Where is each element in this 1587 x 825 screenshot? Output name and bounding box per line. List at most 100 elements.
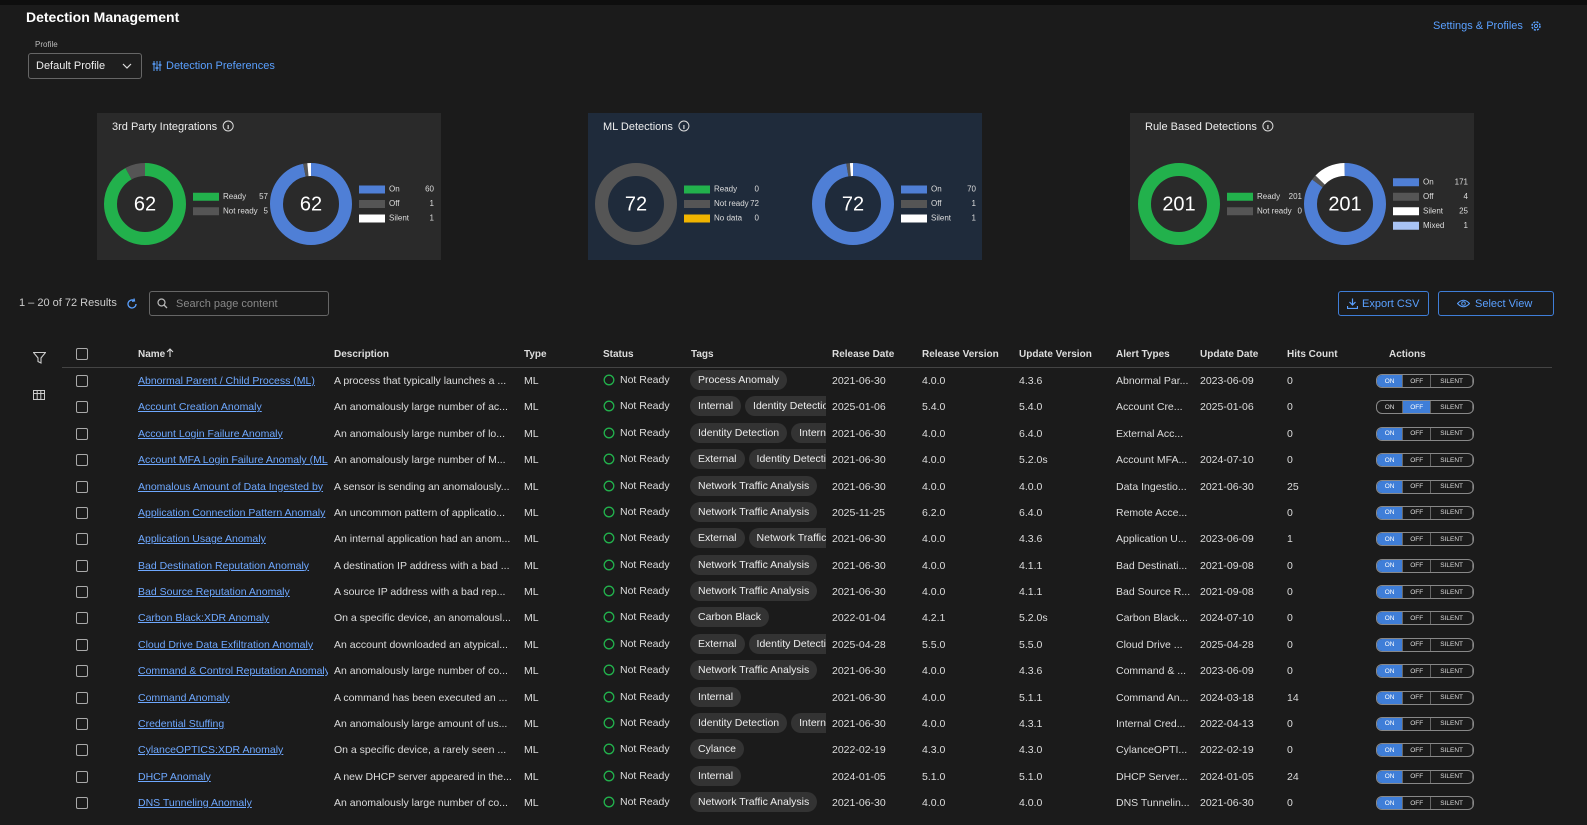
detection-name-link[interactable]: Application Usage Anomaly xyxy=(138,533,266,546)
row-checkbox[interactable] xyxy=(76,454,88,467)
toggle-option[interactable]: OFF xyxy=(1403,559,1432,572)
toggle-option[interactable]: SILENT xyxy=(1431,770,1473,783)
toggle-option[interactable]: ON xyxy=(1377,427,1404,440)
toggle-option[interactable]: OFF xyxy=(1403,427,1432,440)
action-toggle[interactable]: ON OFF SILENT xyxy=(1376,479,1474,494)
action-toggle[interactable]: ON OFF SILENT xyxy=(1376,505,1474,520)
toggle-option[interactable]: SILENT xyxy=(1431,480,1473,493)
toggle-option[interactable]: OFF xyxy=(1403,375,1432,387)
detection-name-link[interactable]: Account MFA Login Failure Anomaly (ML xyxy=(138,454,328,467)
toggle-option[interactable]: OFF xyxy=(1403,506,1432,519)
detection-name-link[interactable]: Application Connection Pattern Anomaly xyxy=(138,506,326,519)
toggle-option[interactable]: SILENT xyxy=(1431,559,1473,572)
toggle-option[interactable]: OFF xyxy=(1403,744,1432,757)
sort-arrow[interactable] xyxy=(166,348,174,358)
toggle-option[interactable]: ON xyxy=(1377,454,1404,467)
detection-name-link[interactable]: Command Anomaly xyxy=(138,691,230,704)
row-checkbox[interactable] xyxy=(76,559,88,572)
toggle-option[interactable]: OFF xyxy=(1403,717,1432,730)
row-checkbox[interactable] xyxy=(76,744,88,757)
toggle-option[interactable]: OFF xyxy=(1403,665,1432,678)
toggle-option[interactable]: ON xyxy=(1377,533,1404,546)
action-toggle[interactable]: ON OFF SILENT xyxy=(1376,400,1474,415)
toggle-option[interactable]: OFF xyxy=(1403,480,1432,493)
toggle-option[interactable]: ON xyxy=(1377,506,1404,519)
toggle-option[interactable]: ON xyxy=(1377,638,1404,651)
detection-name-link[interactable]: DHCP Anomaly xyxy=(138,770,211,783)
toggle-option[interactable]: SILENT xyxy=(1431,612,1473,625)
toggle-option[interactable]: ON xyxy=(1377,375,1404,387)
action-toggle[interactable]: ON OFF SILENT xyxy=(1376,637,1474,652)
row-checkbox[interactable] xyxy=(76,427,88,440)
toggle-option[interactable]: OFF xyxy=(1403,691,1432,704)
row-checkbox[interactable] xyxy=(76,506,88,519)
toggle-option[interactable]: OFF xyxy=(1403,533,1432,546)
toggle-option[interactable]: ON xyxy=(1377,586,1404,598)
filter-icon[interactable] xyxy=(33,352,46,364)
toggle-option[interactable]: SILENT xyxy=(1431,401,1473,414)
toggle-option[interactable]: SILENT xyxy=(1431,533,1473,546)
toggle-option[interactable]: SILENT xyxy=(1431,638,1473,651)
sliders-icon[interactable] xyxy=(152,60,162,72)
toggle-option[interactable]: OFF xyxy=(1403,454,1432,467)
toggle-option[interactable]: OFF xyxy=(1403,770,1432,783)
detection-name-link[interactable]: Credential Stuffing xyxy=(138,717,225,730)
detection-name-link[interactable]: Bad Destination Reputation Anomaly xyxy=(138,559,310,572)
toggle-option[interactable]: ON xyxy=(1377,665,1404,678)
row-checkbox[interactable] xyxy=(76,717,88,730)
detection-name-link[interactable]: Carbon Black:XDR Anomaly xyxy=(138,612,270,625)
gear-icon[interactable] xyxy=(1530,20,1542,32)
settings-link[interactable]: Settings & Profiles xyxy=(1433,20,1523,32)
toggle-option[interactable]: SILENT xyxy=(1431,691,1473,704)
refresh-icon[interactable] xyxy=(126,298,138,310)
select-view-button[interactable]: Select View xyxy=(1438,291,1554,316)
row-checkbox[interactable] xyxy=(76,797,88,809)
action-toggle[interactable]: ON OFF SILENT xyxy=(1376,453,1474,468)
action-toggle[interactable]: ON OFF SILENT xyxy=(1376,690,1474,705)
detection-name-link[interactable]: Account Login Failure Anomaly xyxy=(138,427,283,440)
columns-icon[interactable] xyxy=(33,390,45,400)
row-checkbox[interactable] xyxy=(76,533,88,546)
profile-select[interactable]: Default Profile xyxy=(28,53,142,79)
toggle-option[interactable]: SILENT xyxy=(1431,375,1473,387)
toggle-option[interactable]: ON xyxy=(1377,559,1404,572)
detection-name-link[interactable]: Command & Control Reputation Anomaly xyxy=(138,665,328,678)
toggle-option[interactable]: ON xyxy=(1377,797,1404,809)
row-checkbox[interactable] xyxy=(76,401,88,414)
toggle-option[interactable]: SILENT xyxy=(1431,427,1473,440)
search-box[interactable]: Search page content xyxy=(149,291,329,316)
row-checkbox[interactable] xyxy=(76,612,88,625)
action-toggle[interactable]: ON OFF SILENT xyxy=(1376,426,1474,441)
export-csv-button[interactable]: Export CSV xyxy=(1338,291,1429,316)
toggle-option[interactable]: ON xyxy=(1377,770,1404,783)
detection-name-link[interactable]: Abnormal Parent / Child Process (ML) xyxy=(138,375,315,387)
action-toggle[interactable]: ON OFF SILENT xyxy=(1376,532,1474,547)
row-checkbox[interactable] xyxy=(76,480,88,493)
action-toggle[interactable]: ON OFF SILENT xyxy=(1376,796,1474,810)
toggle-option[interactable]: SILENT xyxy=(1431,744,1473,757)
detection-name-link[interactable]: Bad Source Reputation Anomaly xyxy=(138,586,290,598)
detection-name-link[interactable]: Account Creation Anomaly xyxy=(138,401,262,414)
toggle-option[interactable]: OFF xyxy=(1403,638,1432,651)
action-toggle[interactable]: ON OFF SILENT xyxy=(1376,664,1474,679)
toggle-option[interactable]: ON xyxy=(1377,612,1404,625)
row-checkbox[interactable] xyxy=(76,665,88,678)
toggle-option[interactable]: ON xyxy=(1377,717,1404,730)
toggle-option[interactable]: ON xyxy=(1377,744,1404,757)
toggle-option[interactable]: SILENT xyxy=(1431,586,1473,598)
detection-name-link[interactable]: Anomalous Amount of Data Ingested by xyxy=(138,480,324,493)
toggle-option[interactable]: ON xyxy=(1377,401,1404,414)
detection-preferences-link[interactable]: Detection Preferences xyxy=(166,60,275,72)
toggle-option[interactable]: OFF xyxy=(1403,797,1432,809)
detection-name-link[interactable]: DNS Tunneling Anomaly xyxy=(138,797,252,809)
toggle-option[interactable]: SILENT xyxy=(1431,665,1473,678)
action-toggle[interactable]: ON OFF SILENT xyxy=(1376,374,1474,388)
action-toggle[interactable]: ON OFF SILENT xyxy=(1376,558,1474,573)
row-checkbox[interactable] xyxy=(76,691,88,704)
toggle-option[interactable]: SILENT xyxy=(1431,797,1473,809)
detection-name-link[interactable]: CylanceOPTICS:XDR Anomaly xyxy=(138,744,284,757)
row-checkbox[interactable] xyxy=(76,375,88,387)
toggle-option[interactable]: OFF xyxy=(1403,612,1432,625)
row-checkbox[interactable] xyxy=(76,586,88,598)
toggle-option[interactable]: OFF xyxy=(1403,586,1432,598)
